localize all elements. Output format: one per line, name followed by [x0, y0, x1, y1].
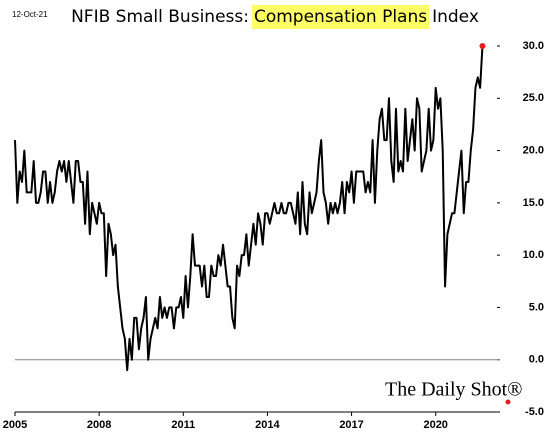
title-highlight — [251, 5, 430, 29]
x-tick-label: 2005 — [3, 419, 27, 431]
chart-title: Compensation Plans — [254, 7, 427, 27]
y-tick-label: 15.0 — [523, 197, 544, 209]
x-tick-label: 2011 — [171, 419, 195, 431]
y-tick-label: 20.0 — [523, 144, 544, 156]
x-tick-label: 2020 — [423, 419, 447, 431]
y-tick-label: 5.0 — [529, 301, 544, 313]
chart-title: NFIB Small Business: — [71, 7, 249, 27]
x-tick-label: 2008 — [87, 419, 111, 431]
chart-title: Index — [432, 7, 479, 27]
logo-dot — [505, 399, 511, 405]
date-label: 12-Oct-21 — [12, 10, 48, 19]
x-tick-label: 2017 — [339, 419, 363, 431]
y-tick-label: 0.0 — [529, 354, 544, 366]
last-point — [479, 43, 486, 49]
y-tick-label: 10.0 — [523, 249, 544, 261]
data-line — [14, 45, 484, 372]
y-tick-label: 30.0 — [523, 40, 544, 52]
y-tick-label: -5.0 — [525, 406, 544, 418]
x-tick-label: 2014 — [255, 419, 280, 431]
y-tick-label: 25.0 — [523, 92, 544, 104]
watermark: The Daily Shot® — [385, 379, 522, 401]
